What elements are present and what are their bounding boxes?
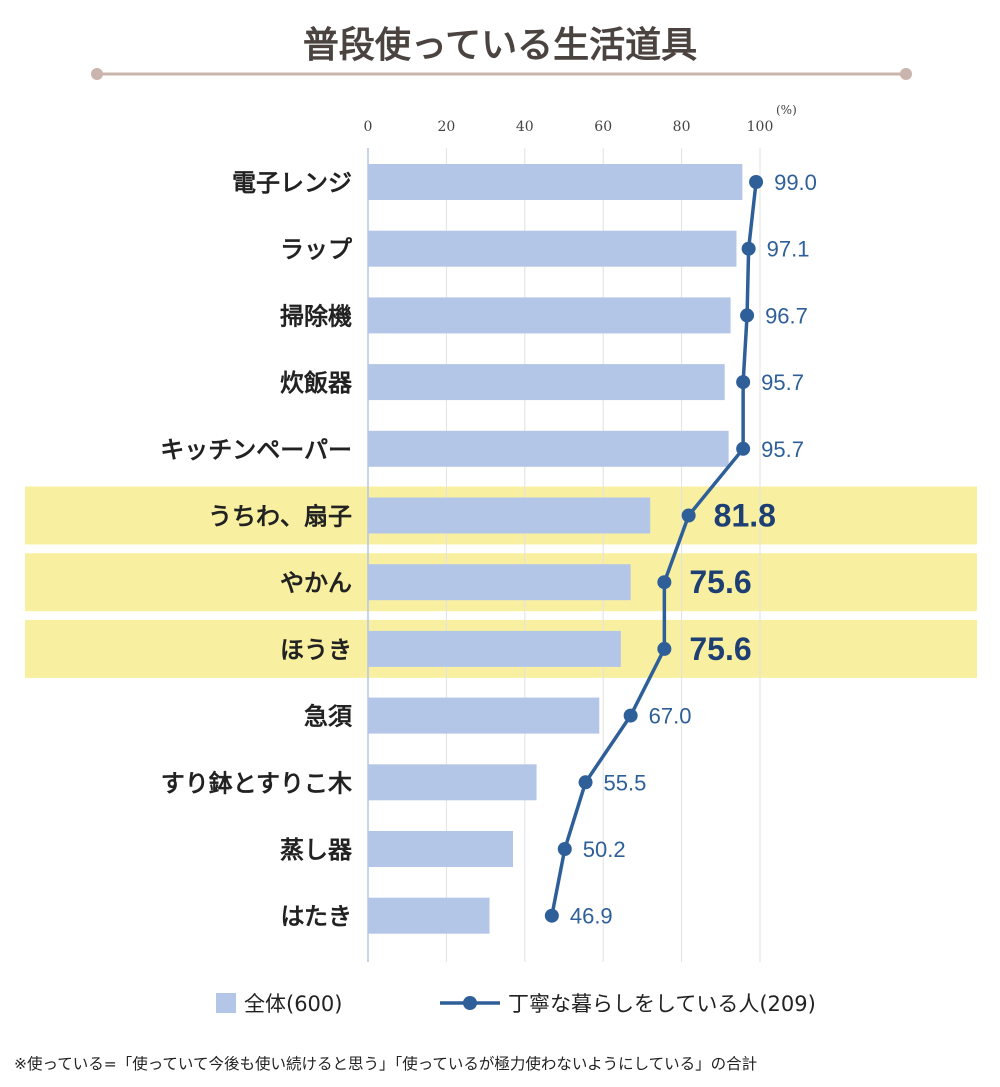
category-label: やかん	[280, 569, 352, 597]
footnote: ※使っている=「使っていて今後も使い続けると思う」「使っているが極力使わないよう…	[14, 1055, 757, 1073]
category-label: 蒸し器	[280, 836, 353, 864]
series-point	[681, 508, 696, 523]
series-point	[736, 375, 751, 390]
series-point	[557, 842, 572, 856]
x-tick-label: 60	[594, 119, 612, 135]
category-label: 急須	[304, 703, 353, 731]
legend-label-careful-living: 丁寧な暮らしをしている人(209)	[508, 992, 816, 1016]
series-point	[623, 708, 638, 723]
value-label: 96.7	[765, 303, 808, 328]
bar-total	[368, 297, 731, 334]
category-label: ほうき	[280, 636, 352, 664]
legend-swatch-dot	[463, 996, 477, 1010]
bar-total	[368, 164, 743, 200]
value-label: 75.6	[689, 631, 751, 667]
bar-total	[368, 764, 537, 801]
bars-total	[368, 164, 743, 934]
gridlines	[445, 148, 761, 962]
bar-total	[368, 697, 600, 734]
value-label: 46.9	[570, 904, 613, 929]
legend-swatch-total	[216, 993, 236, 1013]
category-label: ラップ	[280, 236, 353, 264]
value-label: 81.8	[714, 498, 776, 534]
category-label: 掃除機	[280, 302, 352, 330]
series-point	[578, 775, 593, 790]
value-label: 99.0	[774, 170, 817, 195]
series-point	[749, 175, 764, 189]
category-label: キッチンペーパー	[160, 436, 352, 464]
bar-total	[368, 497, 651, 534]
x-tick-label: 40	[516, 119, 534, 135]
x-tick-label: 80	[673, 119, 691, 135]
category-label: 電子レンジ	[232, 169, 352, 197]
series-point	[544, 908, 559, 923]
series-point	[657, 641, 672, 656]
value-label: 95.7	[761, 437, 804, 462]
value-label: 55.5	[604, 770, 647, 795]
title-rule	[91, 68, 912, 80]
chart-title: 普段使っている生活道具	[303, 24, 697, 66]
bar-total	[368, 630, 621, 667]
value-label: 67.0	[649, 704, 692, 729]
series-line-careful-living	[550, 181, 758, 917]
x-tick-label: 100	[747, 119, 774, 135]
legend: 全体(600) 丁寧な暮らしをしている人(209)	[216, 992, 816, 1016]
x-tick-label: 0	[364, 119, 373, 135]
legend-label-total: 全体(600)	[244, 992, 342, 1016]
category-labels: 電子レンジラップ掃除機炊飯器キッチンペーパーうちわ、扇子やかんほうき急須すり鉢と…	[160, 169, 353, 931]
x-tick-label: 20	[437, 119, 455, 135]
series-point	[657, 575, 672, 590]
series-points	[544, 175, 764, 923]
bar-total	[368, 364, 725, 401]
value-label: 75.6	[689, 564, 751, 600]
bar-total	[368, 831, 514, 867]
series-point	[736, 441, 751, 456]
x-axis-unit: (%)	[776, 103, 797, 117]
series-point	[740, 308, 755, 323]
value-label: 97.1	[767, 237, 810, 262]
value-label: 50.2	[583, 837, 626, 862]
category-label: うちわ、扇子	[208, 503, 352, 531]
category-label: すり鉢とすりこ木	[161, 769, 353, 797]
bar-total	[368, 897, 490, 934]
category-label: はたき	[280, 903, 352, 931]
bar-total	[368, 430, 729, 467]
value-label: 95.7	[761, 370, 804, 395]
category-label: 炊飯器	[280, 369, 353, 397]
series-point	[741, 241, 756, 256]
bar-total	[368, 564, 631, 601]
bar-total	[368, 230, 737, 267]
x-axis-ticks: 0 20 40 60 80 100	[364, 119, 774, 135]
series-value-labels: 99.0 97.1 96.7 95.7 95.7 81.8 75.6 75.6 67.0 55.5…	[570, 170, 817, 929]
